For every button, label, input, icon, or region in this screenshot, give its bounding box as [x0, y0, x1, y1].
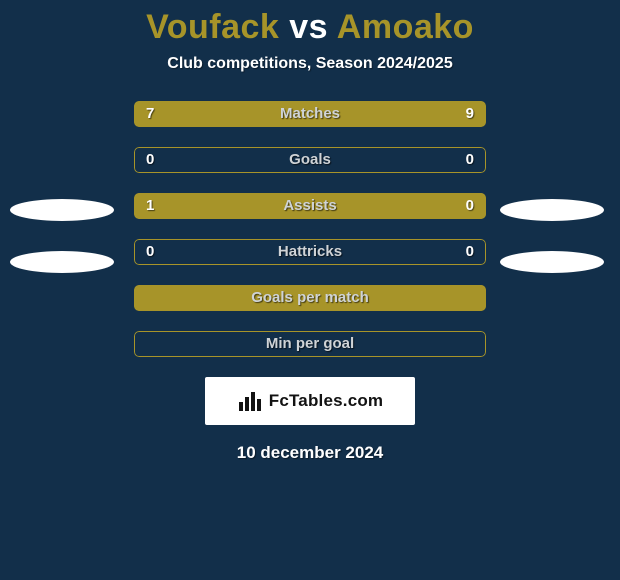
stat-label: Matches — [134, 101, 486, 127]
stat-value-right: 0 — [466, 193, 474, 219]
stat-row: Goals0 0 — [134, 147, 486, 173]
stat-label: Hattricks — [134, 239, 486, 265]
comparison-card: Voufack vs Amoako Club competitions, Sea… — [0, 0, 620, 580]
stat-value-left: 0 — [146, 147, 154, 173]
stat-row: Min per goal — [134, 331, 486, 357]
stat-label: Min per goal — [134, 331, 486, 357]
stats-block: Matches79Goals00Assists10Hattricks00Goal… — [134, 101, 486, 357]
stat-value-left: 1 — [146, 193, 154, 219]
brand-text: FcTables.com — [269, 391, 384, 411]
title-vs: vs — [289, 8, 328, 46]
stat-row: Assists1 0 — [134, 193, 486, 219]
stat-value-right: 9 — [466, 101, 474, 127]
stat-row: Matches7 9 — [134, 101, 486, 127]
card-title: Voufack vs Amoako — [0, 0, 620, 47]
stat-label: Assists — [134, 193, 486, 219]
player2-name: Amoako — [337, 8, 474, 46]
stat-value-right: 0 — [466, 239, 474, 265]
stat-value-left: 7 — [146, 101, 154, 127]
stat-value-left: 0 — [146, 239, 154, 265]
stat-row: Hattricks0 0 — [134, 239, 486, 265]
bars-icon — [237, 388, 263, 414]
card-date: 10 december 2024 — [0, 443, 620, 463]
stat-row: Goals per match — [134, 285, 486, 311]
card-subtitle: Club competitions, Season 2024/2025 — [0, 55, 620, 73]
stat-label: Goals — [134, 147, 486, 173]
stat-label: Goals per match — [134, 285, 486, 311]
avatar-shadow — [10, 199, 114, 221]
player1-name: Voufack — [146, 8, 279, 46]
avatar-shadow — [500, 199, 604, 221]
avatar-shadow — [10, 251, 114, 273]
stat-value-right: 0 — [466, 147, 474, 173]
avatar-shadow — [500, 251, 604, 273]
brand-logo: FcTables.com — [205, 377, 415, 425]
